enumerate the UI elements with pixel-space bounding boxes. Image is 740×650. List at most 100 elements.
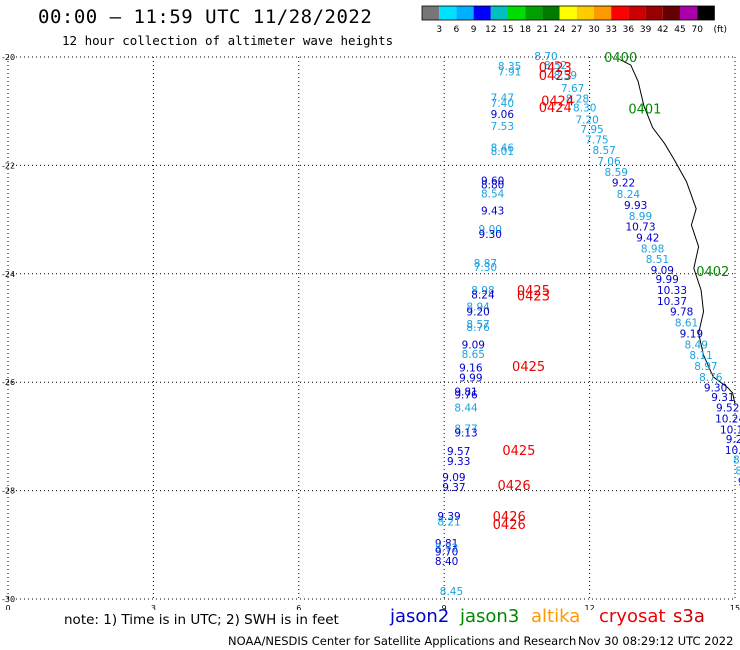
wave-height-label: 9.37 bbox=[442, 482, 465, 494]
wave-height-label: 8.54 bbox=[481, 189, 505, 201]
wave-height-label: 9.57 bbox=[447, 446, 470, 458]
legend-tick-label: 36 bbox=[623, 25, 635, 35]
x-tick-label: 6 bbox=[296, 604, 301, 610]
wave-height-label: 7.20 bbox=[575, 114, 598, 126]
legend-jason3: jason3 bbox=[460, 606, 520, 627]
x-tick-label: 3 bbox=[151, 604, 156, 610]
wave-height-label: 8.46 bbox=[491, 143, 515, 155]
wave-height-label: 9.33 bbox=[447, 456, 470, 468]
wave-height-label: 8.64 bbox=[735, 466, 740, 478]
legend-swatch bbox=[559, 6, 577, 20]
pass-time-label: 0425 bbox=[512, 360, 545, 375]
wave-height-label: 8.59 bbox=[605, 167, 628, 179]
wave-height-label: 9.20 bbox=[466, 307, 489, 319]
wave-height-label: 8.35 bbox=[498, 61, 521, 73]
x-tick-label: 9 bbox=[442, 604, 447, 610]
legend-tick-label: 45 bbox=[674, 25, 685, 35]
wave-height-label: 8.99 bbox=[629, 211, 652, 223]
wave-height-label: 9.60 bbox=[481, 176, 504, 188]
wave-height-label: 9.52 bbox=[716, 403, 739, 415]
pass-time-label: 0424 bbox=[541, 94, 574, 109]
wave-height-label: 8.30 bbox=[573, 102, 596, 114]
wave-height-label: 10.33 bbox=[657, 285, 687, 297]
wave-height-label: 9.14 bbox=[738, 476, 740, 488]
legend-tick-label: 18 bbox=[519, 25, 531, 35]
wave-height-label: 9.09 bbox=[651, 265, 674, 277]
legend-tick-label: 9 bbox=[471, 25, 477, 35]
wave-height-label: 8.97 bbox=[694, 361, 717, 373]
wave-height-label: 8.61 bbox=[675, 318, 698, 330]
wave-height-label: 9.39 bbox=[437, 511, 460, 523]
wave-height-label: 8.70 bbox=[534, 51, 557, 63]
wave-height-label: 9.81 bbox=[435, 538, 458, 550]
wave-height-label: 9.30 bbox=[704, 383, 727, 395]
wave-height-label: 8.21 bbox=[437, 516, 460, 528]
agency-credit: NOAA/NESDIS Center for Satellite Applica… bbox=[228, 634, 577, 648]
wave-height-label: 8.49 bbox=[685, 339, 708, 351]
wave-height-label: 8.76 bbox=[699, 372, 723, 384]
wave-height-label: 8.52 bbox=[544, 60, 567, 72]
legend-tick-label: 12 bbox=[485, 25, 496, 35]
x-tick-label: 12 bbox=[585, 604, 595, 610]
wave-height-label: 8.44 bbox=[454, 403, 478, 415]
legend-swatch bbox=[542, 6, 560, 20]
wave-height-label: 7.67 bbox=[561, 83, 584, 95]
wave-height-label: 8.01 bbox=[491, 146, 514, 158]
legend-tick-label: 24 bbox=[554, 25, 566, 35]
wave-height-label: 8.59 bbox=[554, 70, 577, 82]
wave-height-label: 9.09 bbox=[462, 339, 485, 351]
legend-cryosat: cryosat bbox=[599, 606, 666, 627]
wave-height-label: 9.00 bbox=[479, 224, 502, 236]
wave-height-label: 7.47 bbox=[491, 93, 514, 105]
legend-swatch bbox=[576, 6, 594, 20]
wave-height-label: 8.69 bbox=[733, 455, 740, 467]
legend-jason2: jason2 bbox=[390, 606, 450, 627]
wave-height-label: 8.57 bbox=[592, 145, 615, 157]
wave-height-label: 8.94 bbox=[466, 301, 490, 313]
wave-height-label: 8.80 bbox=[481, 179, 504, 191]
wave-height-label: 8.87 bbox=[474, 258, 497, 270]
legend-tick-label: 33 bbox=[605, 25, 616, 35]
pass-time-label: 0400 bbox=[604, 51, 637, 66]
legend-swatch bbox=[680, 6, 698, 20]
pass-time-label: 0424 bbox=[539, 101, 572, 116]
legend-swatch bbox=[473, 6, 491, 20]
legend-tick-label: 42 bbox=[657, 25, 668, 35]
wave-height-label: 9.16 bbox=[459, 363, 483, 375]
legend-swatch bbox=[628, 6, 646, 20]
color-scale-legend: 3 6 9 12 15 18 21 24 27 30 33 36 39 42 45 70 (ft) bbox=[421, 5, 727, 35]
wave-height-label: 8.77 bbox=[454, 423, 477, 435]
wave-height-label: 8.76 bbox=[466, 322, 490, 334]
pass-time-label: 0426 bbox=[498, 479, 531, 494]
y-tick-label: -24 bbox=[2, 270, 15, 279]
data-layer: 8.708.528.357.91 8.597.677.47 8.287.40 8.30… bbox=[435, 51, 740, 598]
wave-height-label: 10.10 bbox=[720, 424, 740, 436]
wave-height-label: 9.78 bbox=[670, 307, 693, 319]
x-tick-label: 0 bbox=[5, 604, 10, 610]
wave-height-label: 7.40 bbox=[491, 98, 514, 110]
wave-height-label: 7.06 bbox=[597, 156, 621, 168]
legend-s3a: s3a bbox=[673, 606, 705, 627]
legend-swatch bbox=[662, 6, 680, 20]
legend-swatch bbox=[697, 6, 715, 20]
pass-time-label: 0401 bbox=[628, 102, 661, 117]
coastline bbox=[619, 59, 736, 405]
legend-swatch bbox=[508, 6, 526, 20]
pass-time-label: 0425 bbox=[517, 284, 550, 299]
pass-time-label: 0425 bbox=[502, 444, 535, 459]
y-tick-label: -28 bbox=[2, 487, 15, 496]
legend-tick-label: 70 bbox=[691, 25, 703, 35]
legend-tick-label: 27 bbox=[571, 25, 582, 35]
wave-height-label: 7.95 bbox=[580, 124, 603, 136]
legend-frame bbox=[421, 5, 715, 21]
wave-height-label: 9.43 bbox=[481, 205, 504, 217]
wave-height-label: 8.28 bbox=[566, 94, 589, 106]
pass-time-label: 0423 bbox=[539, 69, 572, 84]
y-tick-label: -22 bbox=[2, 161, 15, 170]
wave-height-label: 9.93 bbox=[624, 200, 647, 212]
y-tick-label: -30 bbox=[2, 595, 15, 604]
wave-height-label: 7.53 bbox=[491, 121, 514, 133]
wave-height-label: 10.73 bbox=[625, 222, 655, 234]
wave-height-label: 7.75 bbox=[585, 134, 608, 146]
legend-tick-label: 39 bbox=[640, 25, 652, 35]
